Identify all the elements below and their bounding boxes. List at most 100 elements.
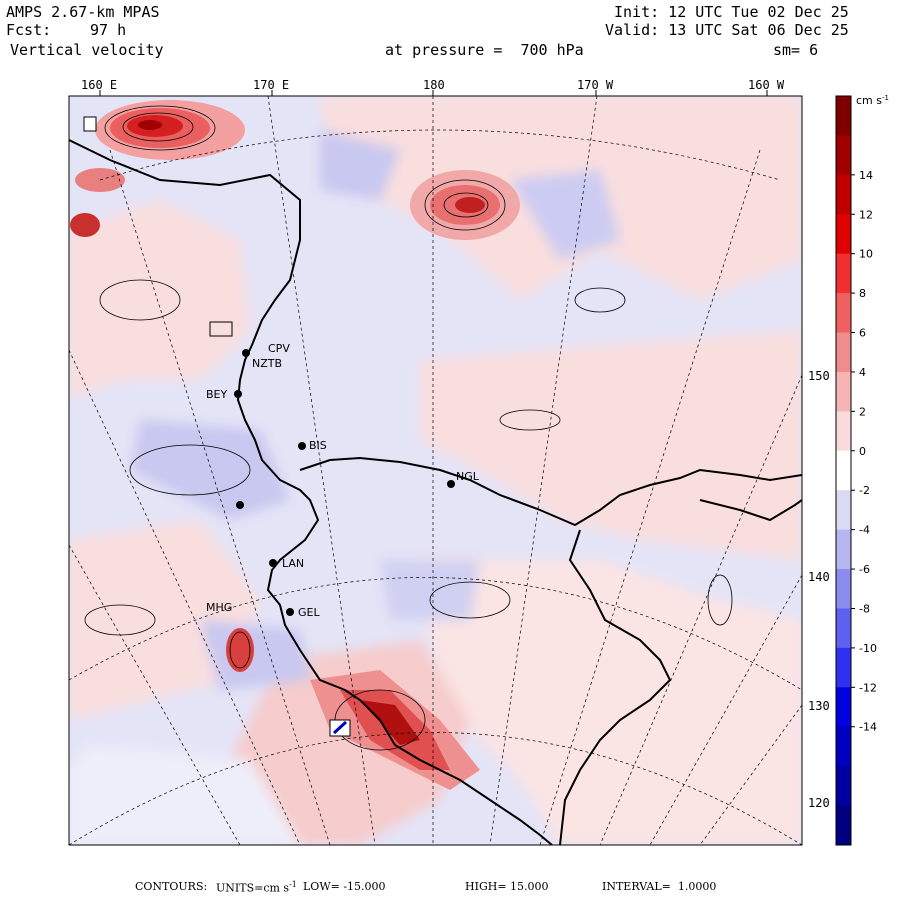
ascent-cell-dateline — [410, 170, 520, 240]
strong-ascent-south — [226, 628, 480, 790]
map-frame — [68, 95, 803, 846]
weak-ascent-regions — [69, 96, 802, 845]
coastline-marie-byrd — [559, 529, 672, 845]
colorbar-swatch — [836, 371, 851, 412]
colorbar-swatch — [836, 687, 851, 728]
footer-units-text: UNITS=cm s — [216, 881, 290, 895]
footer-low: LOW= -15.000 — [303, 880, 386, 893]
station-label-nztb: NZTB — [252, 357, 282, 370]
station-dot-ngl — [447, 480, 455, 488]
colorbar-swatch — [836, 253, 851, 294]
colorbar-swatch — [836, 805, 851, 846]
field-name: Vertical velocity — [10, 41, 164, 59]
meridian-160e — [109, 149, 331, 845]
colorbar-tick-label: -6 — [859, 563, 870, 576]
colorbar-units: cm s-1 — [856, 94, 889, 107]
colorbar-swatch — [836, 411, 851, 452]
lon-label-170e: 170 E — [253, 78, 290, 92]
colorbar-tick-label: 10 — [859, 248, 873, 261]
colorbar-swatch — [836, 490, 851, 531]
colorbar-tick-label: -4 — [859, 524, 870, 537]
smoothing-label: sm= 6 — [773, 41, 819, 59]
coastline — [69, 139, 802, 845]
lon-label-160w: 160 W — [748, 78, 785, 92]
station-labels: CPV NZTB BEY BIS NGL LAN MHG GEL — [206, 342, 480, 619]
colorbar-tick-label: 2 — [859, 405, 866, 418]
footer-units-exp: -1 — [289, 880, 297, 889]
footer-units: UNITS=cm s-1 — [216, 880, 297, 895]
station-dot-bey — [234, 390, 242, 398]
meridian-170w — [489, 96, 598, 845]
graticule — [69, 96, 802, 845]
descent-regions — [130, 130, 620, 690]
station-dot-bis — [298, 442, 306, 450]
colorbar-tick-label: 4 — [859, 366, 866, 379]
meridian-150e — [69, 349, 301, 845]
forecast-hour: 97 h — [90, 21, 127, 39]
colorbar-swatch — [836, 608, 851, 649]
footer-contours: CONTOURS: — [135, 880, 208, 893]
colorbar-swatch — [836, 569, 851, 609]
colorbar-tick-label: 0 — [859, 445, 866, 458]
colorbar-tick-label: -2 — [859, 484, 870, 497]
meridian-130w — [699, 704, 802, 845]
station-dot-unnamed — [236, 501, 244, 509]
colorbar-swatch — [836, 96, 851, 136]
coastline-edward-vii — [699, 499, 802, 522]
station-markers — [234, 349, 455, 616]
ross-ice-shelf-front — [299, 456, 802, 527]
colorbar-swatch — [836, 647, 851, 688]
station-label-bis: BIS — [309, 439, 327, 452]
box-marker-nw — [83, 116, 97, 132]
colorbar-frame — [835, 95, 852, 846]
model-title: AMPS 2.67-km MPAS — [6, 3, 160, 21]
valid-time: Valid: 13 UTC Sat 06 Dec 25 — [605, 21, 849, 39]
meridian-170e — [267, 96, 376, 845]
parallel-outer — [99, 129, 781, 181]
colorbar-swatch — [836, 726, 851, 767]
colorbar-tick-label: 14 — [859, 169, 873, 182]
colorbar-tick-label: -12 — [859, 681, 877, 694]
colorbar-swatch — [836, 332, 851, 373]
station-dot-lan — [269, 559, 277, 567]
station-dot-gel — [286, 608, 294, 616]
station-label-ngl: NGL — [456, 470, 480, 483]
init-time: Init: 12 UTC Tue 02 Dec 25 — [614, 3, 849, 21]
meridian-140w — [649, 574, 802, 845]
meridian-150w — [599, 374, 802, 845]
colorbar-tick-label: 12 — [859, 208, 873, 221]
footer-high: HIGH= 15.000 — [465, 880, 549, 893]
box-marker-central — [209, 321, 233, 337]
colorbar-swatch — [836, 293, 851, 334]
pressure-level: at pressure = 700 hPa — [385, 41, 584, 59]
station-label-gel: GEL — [298, 606, 320, 619]
colorbar-swatch — [836, 214, 851, 255]
colorbar-swatch — [836, 135, 851, 176]
colorbar-tick-label: 8 — [859, 287, 866, 300]
colorbar: cm s-1 14 12 10 8 6 4 2 0 -2 -4 -6 -8 -10 -12 -14 — [835, 94, 889, 846]
colorbar-tick-label: -8 — [859, 602, 870, 615]
colorbar-swatch — [836, 174, 851, 215]
meridian-160w — [539, 149, 761, 845]
wind-glyph-south — [332, 720, 348, 735]
colorbar-swatch — [836, 529, 851, 570]
lon-label-170w: 170 W — [577, 78, 614, 92]
station-dot-cpv — [242, 349, 250, 357]
colorbar-swatch — [836, 766, 851, 807]
colorbar-swatch — [836, 450, 851, 491]
map-field: CPV NZTB BEY BIS NGL LAN MHG GEL — [69, 96, 802, 845]
coastline-victoria-land — [69, 139, 553, 845]
top-ticks — [99, 90, 768, 96]
station-label-mhg: MHG — [206, 601, 232, 614]
strong-ascent-northwest — [70, 100, 245, 237]
footer-interval: INTERVAL= 1.0000 — [602, 880, 717, 893]
colorbar-tick-label: 6 — [859, 327, 866, 340]
lon-label-160e: 160 E — [81, 78, 118, 92]
colorbar-tick-label: -14 — [859, 721, 877, 734]
station-label-lan: LAN — [282, 557, 304, 570]
lon-label-180: 180 — [423, 78, 445, 92]
station-label-cpv: CPV — [268, 342, 290, 355]
parallel-middle — [69, 577, 802, 691]
station-label-bey: BEY — [206, 388, 227, 401]
colorbar-tick-label: -10 — [859, 642, 877, 655]
